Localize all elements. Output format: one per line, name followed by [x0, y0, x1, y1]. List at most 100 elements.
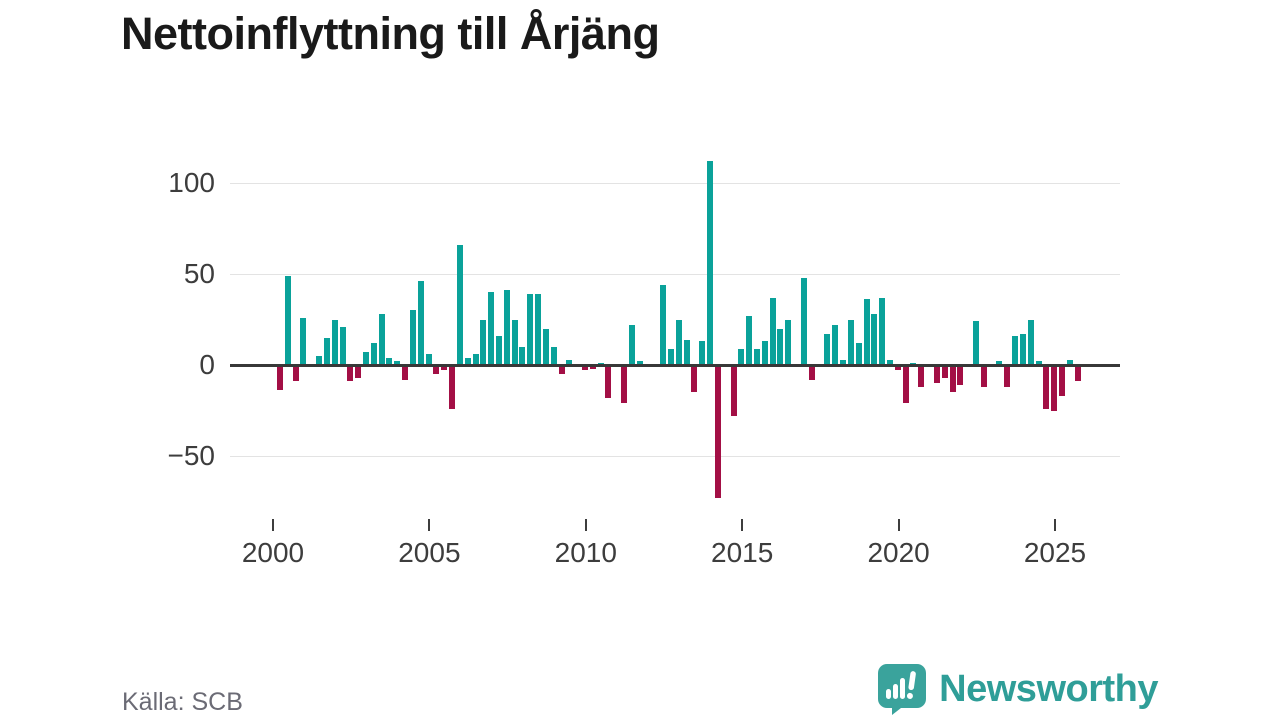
bar [832, 324, 839, 365]
zero-axis-line [230, 363, 1120, 367]
bar [902, 365, 909, 404]
bar [370, 343, 377, 365]
bar [628, 324, 635, 365]
x-tick-label: 2020 [867, 537, 930, 568]
bar [433, 365, 440, 375]
bar [777, 328, 784, 365]
bar [284, 275, 291, 365]
bar [933, 365, 940, 384]
bar [941, 365, 948, 378]
source-label: Källa: SCB [122, 688, 243, 716]
chart-title: Nettoinflyttning till Årjäng [121, 8, 660, 59]
bar [316, 355, 323, 365]
gridline [230, 183, 1120, 184]
bar [449, 365, 456, 409]
bar [456, 244, 463, 365]
bar [660, 284, 667, 365]
x-tick-mark [897, 519, 900, 531]
bar [824, 334, 831, 365]
bar [292, 365, 299, 382]
bar [949, 365, 956, 393]
bar [550, 346, 557, 365]
bar [472, 354, 479, 365]
bar [761, 341, 768, 365]
bar [668, 348, 674, 365]
bar [589, 365, 596, 369]
bar [409, 310, 416, 365]
bar [769, 297, 776, 365]
bar [918, 365, 925, 387]
bar [863, 299, 870, 365]
bar [339, 326, 346, 365]
y-tick-label: −50 [167, 440, 216, 471]
bar [566, 359, 573, 365]
bar [879, 297, 886, 365]
bar [980, 365, 987, 387]
bar [957, 365, 964, 386]
bar [730, 365, 737, 416]
bar [996, 361, 1003, 365]
bar [808, 365, 815, 380]
y-tick-label: 50 [183, 258, 215, 289]
x-tick-mark [584, 519, 587, 531]
bar [527, 294, 534, 365]
bar [331, 319, 338, 365]
bar [1004, 365, 1011, 387]
bar [323, 337, 330, 365]
x-tick-mark [428, 519, 431, 531]
bar [488, 292, 495, 365]
bar [300, 317, 307, 365]
bar [714, 365, 721, 498]
x-tick-label: 2025 [1023, 537, 1087, 568]
bar [1043, 365, 1050, 409]
y-tick-label: 100 [168, 167, 215, 198]
bar [699, 341, 706, 365]
bar [1059, 365, 1065, 396]
bar [464, 357, 471, 365]
bar [425, 354, 432, 365]
bar [691, 365, 698, 393]
bar [511, 319, 518, 365]
x-tick-mark [741, 519, 744, 531]
bar [972, 321, 979, 365]
bar [800, 277, 807, 365]
x-tick-label: 2005 [398, 537, 461, 568]
bar [519, 346, 526, 365]
gridline [230, 456, 1120, 457]
bar [894, 365, 901, 371]
bar [1074, 365, 1081, 382]
bar [683, 339, 690, 365]
bar [558, 365, 565, 375]
bar [1066, 359, 1073, 365]
bar [746, 315, 753, 365]
bar [871, 314, 878, 365]
bar [277, 365, 283, 391]
bar [621, 365, 628, 404]
bar [1027, 319, 1034, 365]
bar [738, 348, 745, 365]
bar [495, 335, 502, 365]
x-tick-mark [272, 519, 274, 531]
bar [707, 161, 714, 365]
bar [1012, 335, 1019, 365]
newsworthy-logo: Newsworthy [877, 663, 1158, 715]
x-tick-label: 2010 [554, 537, 617, 568]
bar [535, 294, 542, 365]
x-tick-label: 2000 [241, 537, 305, 568]
x-tick-mark [1054, 519, 1056, 531]
bar [503, 290, 510, 365]
bar [417, 281, 424, 365]
bar [886, 359, 893, 365]
bar [840, 359, 847, 365]
newsworthy-wordmark: Newsworthy [939, 667, 1158, 710]
bar [581, 365, 588, 371]
bar [855, 343, 862, 365]
bar [363, 352, 370, 365]
bar [847, 319, 854, 365]
bar [605, 365, 612, 398]
bar [441, 365, 448, 371]
bar [386, 357, 393, 365]
bar [542, 328, 549, 365]
